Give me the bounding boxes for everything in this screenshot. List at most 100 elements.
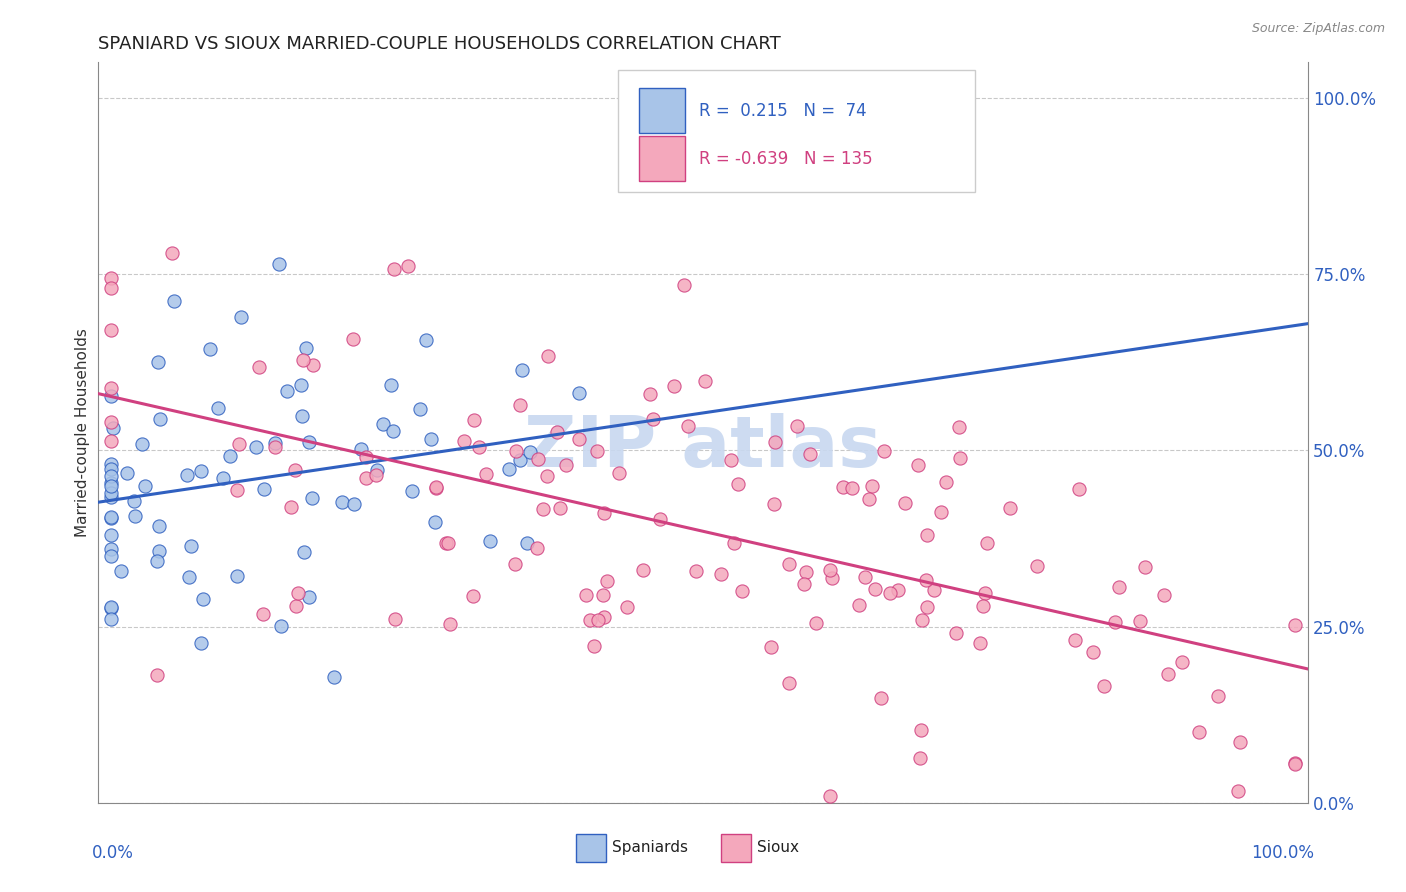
Text: Sioux: Sioux <box>758 839 800 855</box>
Point <box>396 259 419 273</box>
Point <box>100 599 122 614</box>
Point <box>763 434 786 449</box>
Point <box>100 541 122 556</box>
Point <box>794 565 817 579</box>
Point <box>381 424 404 438</box>
Text: Source: ZipAtlas.com: Source: ZipAtlas.com <box>1251 22 1385 36</box>
Point <box>100 479 122 493</box>
Point <box>419 432 441 446</box>
Point <box>879 585 901 599</box>
Point <box>568 433 591 447</box>
Point <box>607 466 630 480</box>
Point <box>468 440 491 454</box>
Point <box>1206 689 1229 703</box>
Point <box>301 358 323 372</box>
Point <box>124 494 146 508</box>
Point <box>831 480 853 494</box>
Point <box>298 590 321 604</box>
Point <box>820 563 842 577</box>
Point <box>821 571 844 585</box>
Point <box>1081 645 1104 659</box>
Point <box>295 341 318 355</box>
Point <box>180 539 202 553</box>
Point <box>519 444 541 458</box>
Point <box>100 381 122 395</box>
Bar <box>576 834 606 862</box>
Point <box>100 549 122 563</box>
Point <box>1108 580 1130 594</box>
Point <box>676 418 699 433</box>
Point <box>453 434 475 448</box>
Point <box>922 582 945 597</box>
Point <box>1229 735 1251 749</box>
Point <box>1153 588 1175 602</box>
Point <box>915 528 938 542</box>
Point <box>583 639 606 653</box>
Point <box>285 599 308 613</box>
Point <box>301 491 323 505</box>
Point <box>685 564 707 578</box>
Point <box>290 377 312 392</box>
Point <box>799 447 821 461</box>
Point <box>177 570 200 584</box>
Point <box>110 564 132 578</box>
Point <box>972 599 994 614</box>
Point <box>134 479 156 493</box>
Text: Spaniards: Spaniards <box>613 839 689 855</box>
Point <box>280 500 302 514</box>
Point <box>366 463 388 477</box>
Point <box>101 421 124 435</box>
Point <box>1284 756 1306 770</box>
Point <box>631 563 654 577</box>
Point <box>198 342 221 356</box>
Point <box>664 378 686 392</box>
Point <box>778 557 800 571</box>
Point <box>382 261 405 276</box>
Point <box>509 398 531 412</box>
Point <box>1188 725 1211 739</box>
Point <box>380 378 402 392</box>
Text: ZIP atlas: ZIP atlas <box>524 413 882 482</box>
Point <box>415 333 437 347</box>
Point <box>873 443 896 458</box>
Point <box>526 541 548 555</box>
Point <box>343 497 366 511</box>
Point <box>592 588 614 602</box>
Point <box>148 518 170 533</box>
Point <box>546 425 568 439</box>
Point <box>1094 679 1116 693</box>
Point <box>292 545 315 559</box>
Point <box>585 443 607 458</box>
Point <box>292 352 315 367</box>
Point <box>731 583 754 598</box>
Point <box>911 613 934 627</box>
Point <box>225 483 247 498</box>
Point <box>269 257 291 271</box>
Point <box>354 471 377 485</box>
Point <box>425 480 447 494</box>
Point <box>330 495 353 509</box>
Point <box>229 310 252 325</box>
Point <box>163 294 186 309</box>
Point <box>263 436 285 450</box>
Point <box>176 467 198 482</box>
Point <box>1135 560 1157 574</box>
Point <box>526 452 548 467</box>
Point <box>1157 666 1180 681</box>
Point <box>228 437 250 451</box>
Point <box>253 483 276 497</box>
Point <box>593 609 616 624</box>
Point <box>100 462 122 476</box>
Point <box>910 750 932 764</box>
Point <box>124 508 146 523</box>
Point <box>976 536 998 550</box>
Point <box>536 469 558 483</box>
Point <box>914 574 936 588</box>
Point <box>145 668 167 682</box>
Point <box>160 245 183 260</box>
Point <box>720 452 742 467</box>
Point <box>693 374 716 388</box>
Text: SPANIARD VS SIOUX MARRIED-COUPLE HOUSEHOLDS CORRELATION CHART: SPANIARD VS SIOUX MARRIED-COUPLE HOUSEHO… <box>98 35 782 53</box>
Point <box>191 592 214 607</box>
Point <box>207 401 229 416</box>
